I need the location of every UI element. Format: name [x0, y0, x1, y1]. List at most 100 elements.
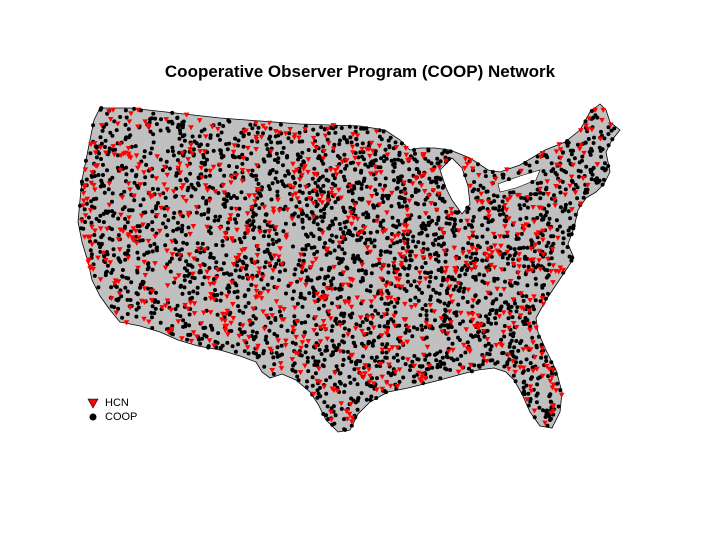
hcn-station	[533, 325, 539, 331]
coop-station	[357, 196, 362, 201]
coop-station	[463, 225, 468, 230]
coop-station	[256, 181, 261, 186]
coop-station	[386, 270, 391, 275]
hcn-station	[430, 188, 437, 194]
coop-station	[283, 173, 288, 178]
coop-station	[201, 326, 206, 330]
coop-station	[164, 159, 169, 164]
coop-station	[508, 341, 513, 346]
hcn-station	[383, 380, 390, 386]
hcn-station	[494, 248, 501, 254]
hcn-station	[528, 268, 535, 274]
coop-station	[149, 310, 154, 315]
hcn-station	[550, 263, 557, 269]
hcn-station	[245, 145, 251, 151]
coop-station	[83, 158, 88, 163]
hcn-station	[348, 210, 354, 216]
hcn-station	[426, 363, 433, 369]
hcn-station	[331, 388, 337, 394]
coop-station	[382, 159, 387, 164]
hcn-station	[467, 158, 474, 164]
hcn-station	[253, 137, 260, 142]
coop-station	[318, 208, 323, 213]
coop-station	[399, 196, 404, 201]
coop-station	[435, 351, 439, 356]
hcn-station	[169, 252, 176, 258]
coop-station	[373, 158, 378, 163]
coop-station	[340, 363, 345, 367]
coop-station	[310, 383, 315, 388]
coop-station	[327, 265, 332, 270]
hcn-station	[229, 238, 236, 244]
hcn-station	[107, 117, 114, 122]
coop-station	[507, 357, 512, 362]
hcn-station	[480, 355, 487, 361]
coop-station	[289, 197, 294, 202]
coop-station	[355, 142, 360, 147]
coop-station	[165, 149, 170, 154]
coop-station	[472, 187, 477, 192]
coop-station	[321, 161, 326, 166]
hcn-station	[251, 193, 258, 199]
coop-station	[163, 213, 167, 218]
coop-station	[311, 294, 316, 299]
coop-station	[494, 297, 499, 302]
hcn-station	[520, 365, 527, 371]
coop-station	[421, 241, 426, 246]
hcn-station	[230, 149, 237, 155]
hcn-station	[208, 292, 214, 297]
hcn-station	[117, 227, 124, 233]
coop-station	[440, 361, 444, 366]
coop-station	[134, 173, 139, 177]
coop-station	[275, 179, 280, 184]
hcn-station	[478, 322, 485, 328]
coop-station	[543, 172, 548, 177]
hcn-station	[293, 319, 300, 325]
hcn-station	[413, 254, 419, 260]
coop-station	[150, 174, 155, 179]
coop-station	[283, 268, 288, 273]
coop-station	[373, 177, 378, 181]
hcn-station	[550, 409, 557, 415]
hcn-station	[500, 310, 507, 316]
coop-station	[182, 278, 187, 283]
coop-station	[435, 365, 440, 370]
hcn-station	[517, 313, 524, 319]
hcn-station	[405, 158, 411, 164]
coop-station	[415, 357, 420, 362]
coop-station	[517, 203, 522, 208]
coop-station	[361, 212, 366, 217]
coop-station	[477, 207, 482, 212]
coop-station	[352, 377, 357, 382]
hcn-station	[401, 190, 408, 196]
coop-station	[206, 216, 210, 221]
hcn-station	[428, 201, 434, 207]
coop-station	[170, 145, 175, 150]
hcn-station	[472, 265, 479, 271]
coop-station	[353, 226, 358, 231]
hcn-station	[114, 121, 121, 127]
coop-station	[400, 204, 405, 209]
coop-station	[170, 332, 175, 337]
coop-station	[463, 173, 468, 178]
hcn-station	[527, 327, 533, 333]
coop-station	[391, 169, 396, 174]
hcn-station	[162, 303, 169, 309]
coop-station	[470, 304, 475, 309]
coop-station	[568, 201, 573, 206]
hcn-station	[200, 310, 207, 316]
coop-station	[184, 241, 189, 246]
coop-station	[100, 128, 105, 133]
hcn-station	[537, 186, 543, 192]
coop-station	[240, 161, 245, 166]
hcn-station	[348, 401, 354, 407]
coop-station	[524, 216, 529, 220]
hcn-station	[274, 285, 280, 291]
hcn-station	[279, 317, 285, 323]
coop-station	[363, 269, 368, 274]
coop-station	[417, 215, 422, 220]
coop-station	[180, 214, 185, 219]
hcn-station	[104, 226, 110, 232]
hcn-station	[539, 346, 545, 352]
hcn-station	[484, 268, 491, 274]
